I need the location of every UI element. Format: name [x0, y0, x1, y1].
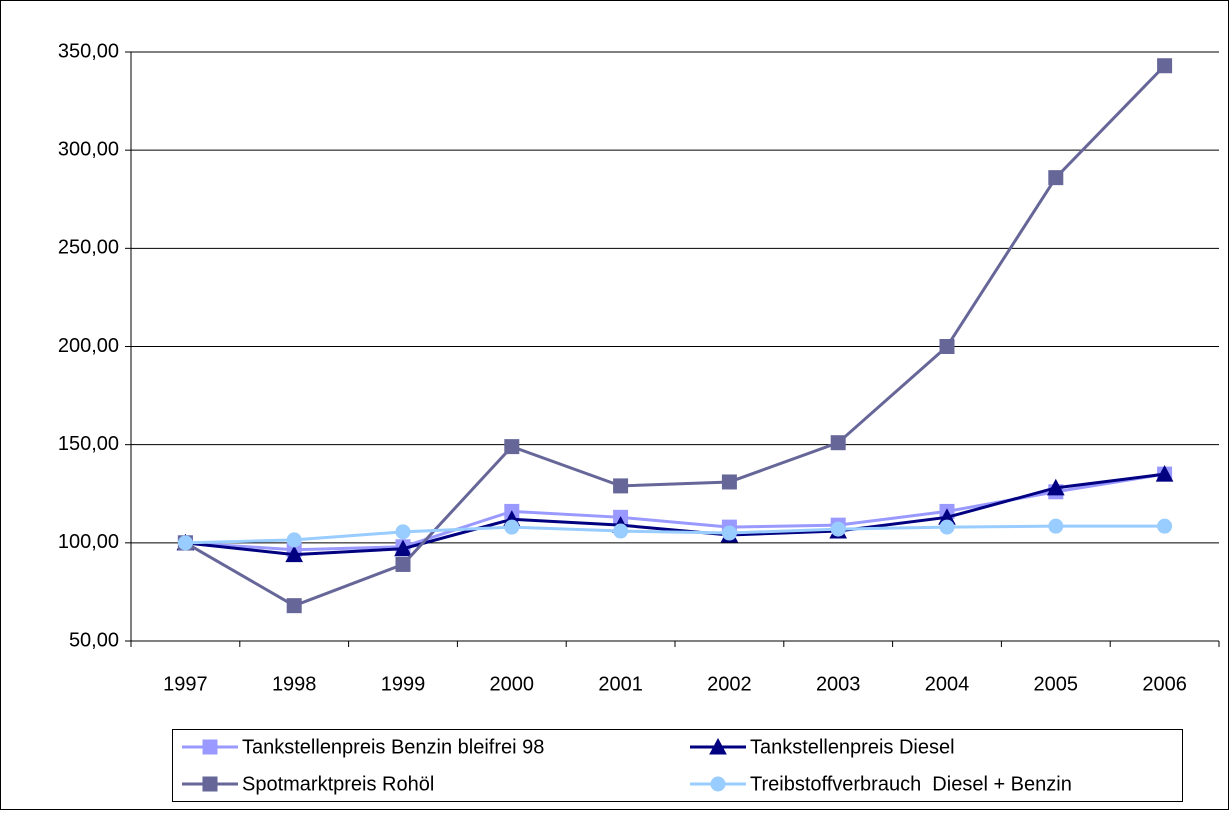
data-point: [286, 532, 302, 548]
data-point: [395, 524, 411, 540]
data-point: [721, 525, 737, 541]
legend-marker: [202, 739, 218, 755]
y-tick-label: 300,00: [58, 138, 119, 160]
legend-label: Spotmarktpreis Rohöl: [242, 773, 434, 795]
y-tick-label: 150,00: [58, 433, 119, 455]
data-point: [1046, 478, 1065, 496]
x-tick-label: 2001: [598, 673, 643, 695]
x-tick-label: 2002: [707, 673, 752, 695]
x-tick-label: 2006: [1142, 673, 1187, 695]
legend-box: [172, 729, 1183, 802]
data-point: [1157, 518, 1173, 534]
legend-label: Treibstoffverbrauch Diesel + Benzin: [750, 773, 1072, 795]
data-point: [177, 535, 193, 551]
x-tick-label: 2004: [925, 673, 970, 695]
legend-label: Tankstellenpreis Diesel: [750, 736, 955, 758]
x-tick-label: 1997: [163, 673, 208, 695]
legend-marker: [709, 737, 727, 755]
y-tick-label: 250,00: [58, 237, 119, 259]
data-point: [394, 539, 412, 557]
data-point: [939, 339, 955, 354]
x-tick-label: 2005: [1034, 673, 1079, 695]
data-point: [613, 523, 629, 539]
y-tick-label: 50,00: [69, 629, 119, 651]
legend-marker: [202, 776, 218, 792]
data-point: [1048, 170, 1064, 186]
data-point: [721, 474, 737, 490]
series: [177, 518, 1173, 551]
data-point: [830, 435, 846, 451]
series-line: [185, 472, 1165, 557]
legend-label: Tankstellenpreis Benzin bleifrei 98: [242, 736, 544, 758]
data-point: [1155, 465, 1174, 482]
data-point: [504, 439, 520, 455]
x-tick-label: 1999: [381, 673, 426, 695]
legend: Tankstellenpreis Benzin bleifrei 98 Tanks…: [172, 729, 1183, 802]
data-point: [504, 519, 520, 535]
data-point: [395, 556, 411, 572]
series-line: [185, 524, 1165, 545]
data-point: [830, 521, 846, 537]
data-point: [1048, 518, 1064, 534]
y-tick-label: 350,00: [58, 40, 119, 62]
x-tick-label: 1998: [272, 673, 317, 695]
x-tick-label: 2003: [816, 673, 861, 695]
data-point: [285, 545, 304, 563]
x-tick-label: 2000: [490, 673, 535, 695]
data-point: [613, 478, 629, 494]
legend-marker: [710, 776, 726, 792]
data-point: [939, 519, 955, 535]
data-point: [1157, 58, 1173, 74]
data-point: [286, 598, 302, 614]
series-line: [184, 64, 1166, 608]
y-tick-label: 200,00: [58, 335, 119, 357]
y-tick-label: 100,00: [58, 531, 119, 553]
